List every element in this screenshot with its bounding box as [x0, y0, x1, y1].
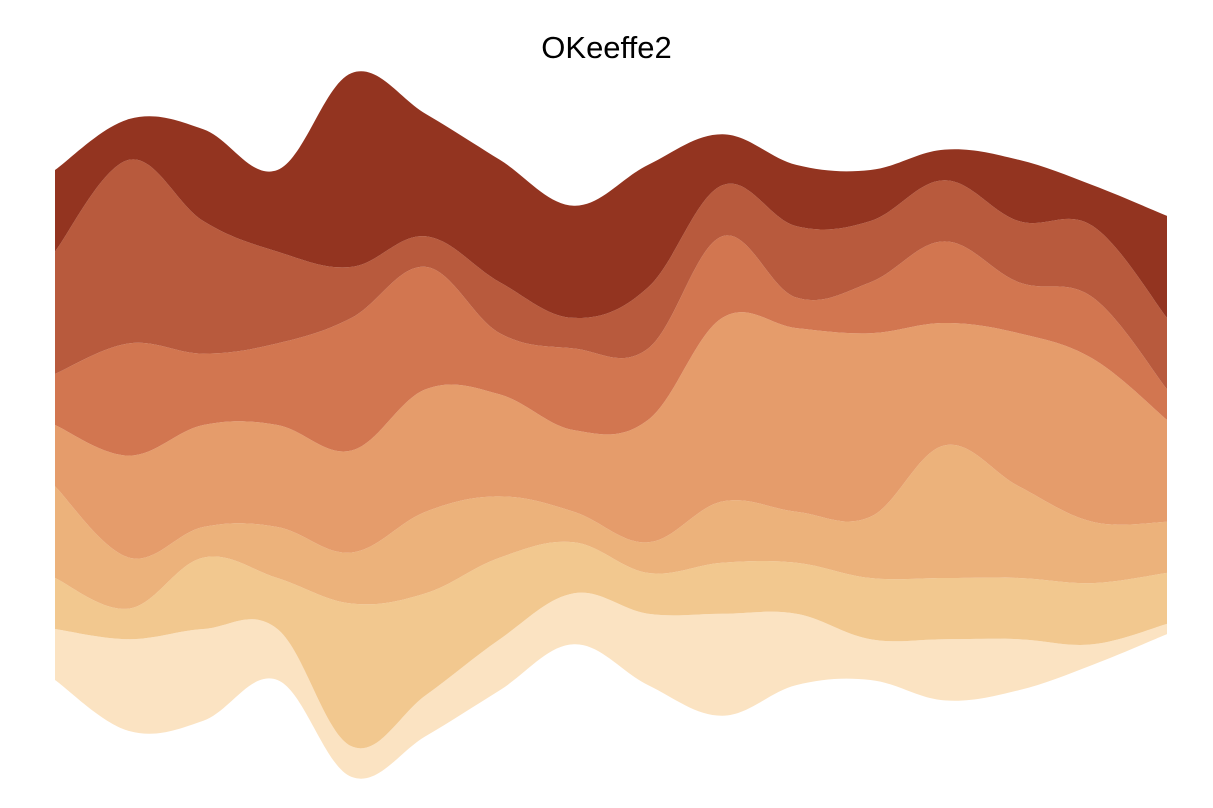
stream-layer-1 — [55, 592, 1167, 779]
stream-layer-3 — [55, 444, 1167, 609]
stream-layer-6 — [55, 159, 1167, 390]
stream-layer-4 — [55, 312, 1167, 559]
stream-layer-5 — [55, 235, 1167, 456]
stream-layer-7 — [55, 71, 1167, 318]
stream-layer-2 — [55, 541, 1167, 749]
stream-layers — [55, 71, 1167, 779]
chart-title: OKeeffe2 — [541, 30, 672, 65]
